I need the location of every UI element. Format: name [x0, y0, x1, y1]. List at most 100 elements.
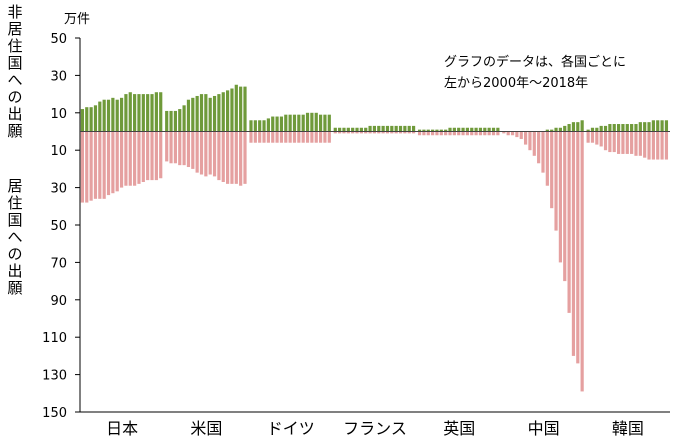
bar-resident: [439, 131, 443, 136]
bar-resident: [634, 131, 638, 156]
y-label-resident-char-3: へ: [7, 228, 23, 246]
bar-resident: [563, 131, 567, 282]
bar-resident: [258, 131, 262, 143]
bar-resident: [417, 131, 422, 136]
bar-non-resident: [208, 97, 212, 132]
bar-non-resident: [292, 114, 297, 132]
y-tick-label: 50: [50, 219, 67, 234]
bar-non-resident: [262, 120, 266, 132]
y-label-non-resident-char-6: 出: [7, 105, 23, 123]
bar-non-resident: [439, 129, 443, 132]
bar-resident: [89, 131, 93, 201]
bar-non-resident: [651, 120, 655, 132]
bar-non-resident: [141, 94, 145, 132]
bar-resident: [381, 131, 385, 134]
bar-non-resident: [243, 86, 247, 132]
bar-non-resident: [496, 127, 500, 132]
bar-non-resident: [381, 125, 385, 132]
bar-resident: [643, 131, 647, 158]
y-label-non-resident-char-1: 居: [7, 20, 23, 38]
bar-resident: [431, 131, 435, 136]
bar-resident: [310, 131, 314, 143]
bar-resident: [212, 131, 217, 177]
bar-non-resident: [483, 127, 487, 132]
bar-non-resident: [407, 125, 411, 132]
bar-resident: [487, 131, 491, 136]
bar-non-resident: [385, 125, 390, 132]
bar-resident: [351, 131, 355, 134]
bar-non-resident: [359, 127, 363, 132]
bar-resident: [590, 131, 595, 143]
bar-resident: [647, 131, 651, 160]
bar-non-resident: [221, 92, 225, 132]
bar-non-resident: [563, 125, 567, 132]
bar-resident: [616, 131, 621, 154]
bar-non-resident: [355, 127, 359, 132]
bar-resident: [576, 131, 580, 364]
bar-resident: [133, 131, 137, 186]
y-label-resident-char-2: 国: [7, 211, 23, 229]
bar-resident: [403, 131, 407, 134]
bar-resident: [519, 131, 523, 139]
bar-non-resident: [638, 122, 642, 132]
bar-non-resident: [351, 127, 355, 132]
bar-resident: [580, 131, 584, 392]
bar-resident: [342, 131, 346, 134]
bar-resident: [554, 131, 558, 231]
bar-non-resident: [133, 94, 137, 132]
y-label-resident-char-5: 出: [7, 262, 23, 280]
bar-resident: [470, 131, 474, 136]
bar-resident: [368, 131, 372, 134]
bar-resident: [599, 131, 603, 147]
bar-resident: [571, 131, 576, 356]
bar-resident: [532, 131, 536, 156]
annotation-line-1: グラフのデータは、各国ごとに: [444, 55, 627, 70]
bar-resident: [638, 131, 642, 156]
bar-non-resident: [580, 120, 584, 132]
bar-resident: [217, 131, 221, 181]
bar-non-resident: [173, 110, 178, 132]
bar-non-resident: [333, 127, 337, 132]
bar-non-resident: [452, 127, 456, 132]
bar-non-resident: [115, 99, 119, 132]
y-tick-label: 130: [42, 369, 67, 384]
bar-non-resident: [318, 114, 323, 132]
bar-non-resident: [275, 116, 279, 132]
y-tick-label: 30: [50, 182, 67, 197]
bar-resident: [630, 131, 634, 154]
bar-non-resident: [102, 99, 106, 132]
bar-non-resident: [186, 99, 191, 132]
y-tick-label: 90: [50, 294, 67, 309]
y-tick-label: 10: [50, 107, 67, 122]
bar-non-resident: [234, 84, 238, 132]
bar-non-resident: [154, 92, 158, 132]
y-label-non-resident-char-0: 非: [7, 3, 23, 21]
y-tick-label: 150: [42, 406, 67, 421]
y-label-resident-char-6: 願: [7, 279, 23, 297]
bar-non-resident: [660, 120, 664, 132]
bar-non-resident: [390, 125, 394, 132]
bar-non-resident: [249, 120, 253, 132]
bar-non-resident: [301, 114, 305, 132]
bar-resident: [288, 131, 292, 143]
bar-resident: [474, 131, 478, 136]
bar-resident: [390, 131, 394, 134]
bar-non-resident: [150, 94, 154, 132]
bar-non-resident: [403, 125, 407, 132]
bar-non-resident: [470, 127, 474, 132]
bar-non-resident: [643, 122, 647, 132]
bar-resident: [595, 131, 599, 145]
bar-non-resident: [80, 109, 85, 132]
x-category-label: ドイツ: [267, 419, 315, 438]
bar-resident: [621, 131, 625, 154]
bar-resident: [483, 131, 487, 136]
bar-non-resident: [346, 127, 350, 132]
bar-resident: [355, 131, 359, 134]
bar-non-resident: [621, 124, 625, 132]
bar-resident: [422, 131, 426, 136]
y-axis-label-resident: 居住国への出願: [4, 178, 26, 297]
bar-resident: [284, 131, 288, 143]
bar-resident: [271, 131, 275, 143]
bar-resident: [318, 131, 323, 143]
